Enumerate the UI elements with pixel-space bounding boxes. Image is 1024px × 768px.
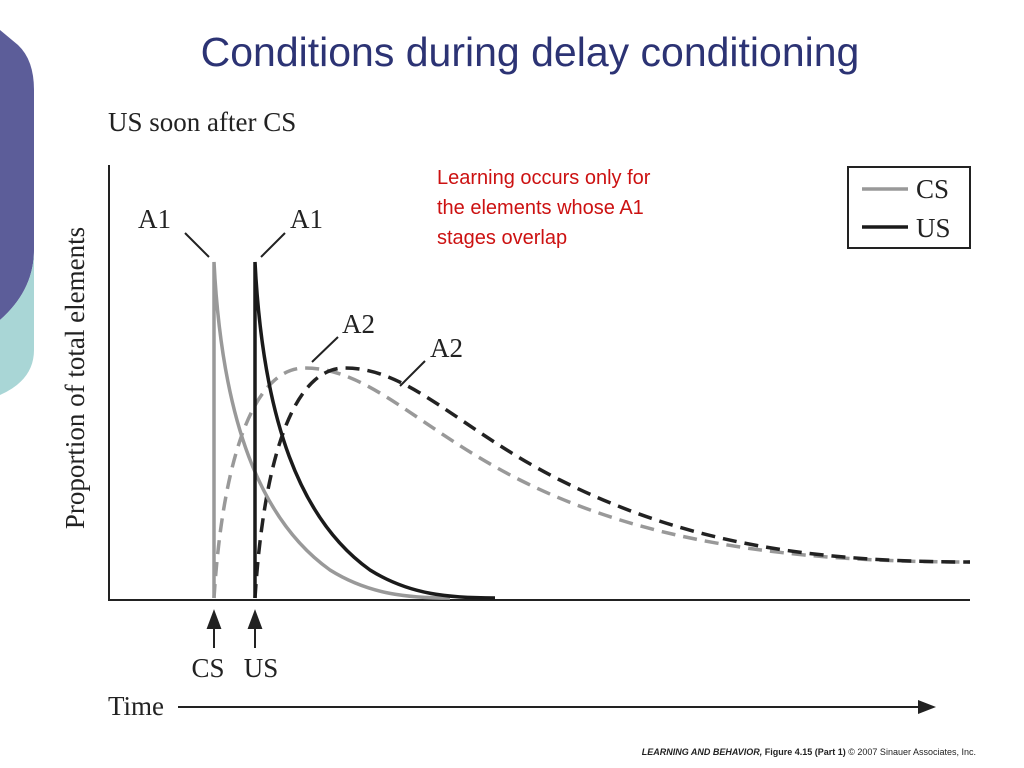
cs-a1-curve [212, 261, 451, 600]
us-a2-curve [253, 366, 971, 599]
slide-title: Conditions during delay conditioning [201, 29, 860, 75]
caption: LEARNING AND BEHAVIOR, Figure 4.15 (Part… [642, 747, 976, 757]
curve-label: A2 [342, 309, 375, 339]
label-leader [311, 336, 339, 363]
legend-box [847, 166, 971, 249]
side-decoration [0, 250, 34, 395]
us-a1-curve [253, 261, 496, 600]
note-line: stages overlap [437, 227, 567, 249]
cs-a2-curve [212, 366, 971, 599]
label-leader [184, 232, 210, 258]
time-arrowhead [918, 700, 936, 714]
label-leader [260, 232, 286, 258]
caption-copyright: © 2007 Sinauer Associates, Inc. [848, 747, 976, 757]
note-line: Learning occurs only for [437, 167, 651, 189]
figure-subtitle: US soon after CS [108, 107, 296, 137]
caption-figure: Figure 4.15 (Part 1) [765, 747, 846, 757]
x-axis-label: Time [108, 691, 164, 721]
curve-label: A1 [290, 204, 323, 234]
legend-label: US [916, 213, 951, 243]
onset-arrows [206, 609, 263, 648]
legend-label: CS [916, 174, 949, 204]
curve-label: A1 [138, 204, 171, 234]
label-leader [399, 360, 426, 387]
curve-label: A2 [430, 333, 463, 363]
onset-label: CS [191, 653, 224, 683]
caption-book: LEARNING AND BEHAVIOR, [642, 747, 763, 757]
onset-label: US [244, 653, 279, 683]
note-line: the elements whose A1 [437, 197, 644, 219]
side-decoration [0, 30, 34, 320]
y-axis-label: Proportion of total elements [60, 227, 90, 529]
